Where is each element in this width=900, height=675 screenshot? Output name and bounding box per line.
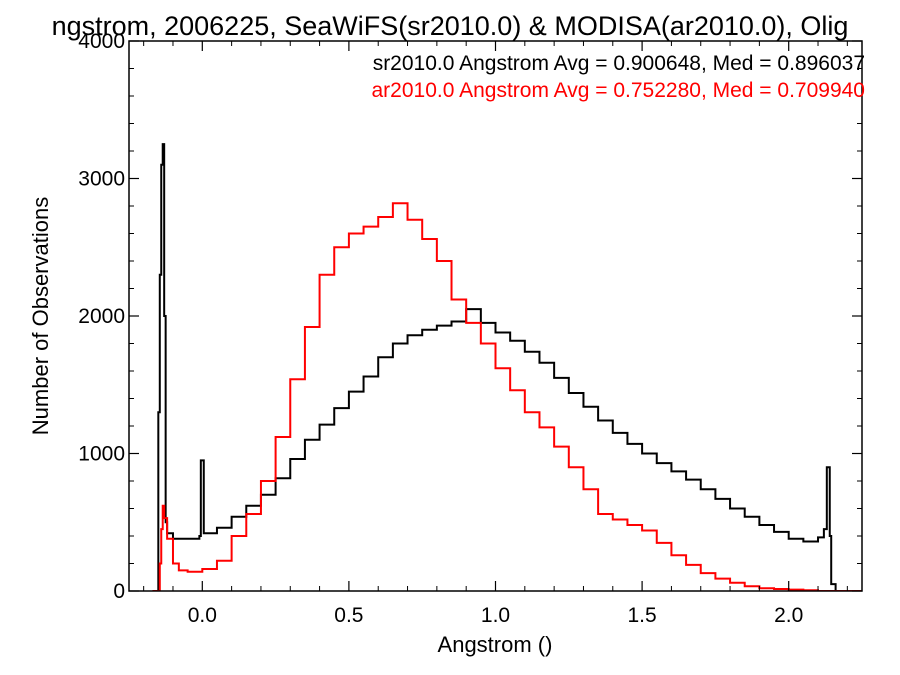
x-axis: 0.0 0.5 1.0 1.5 2.0	[143, 41, 848, 627]
y-tick-label: 4000	[78, 30, 125, 53]
x-tick-label: 2.0	[774, 604, 803, 627]
x-tick-label: 1.0	[481, 604, 510, 627]
x-tick-label: 1.5	[627, 604, 656, 627]
chart-title: ngstrom, 2006225, SeaWiFS(sr2010.0) & MO…	[52, 11, 849, 41]
plot-frame	[128, 40, 863, 592]
y-tick-label: 3000	[78, 168, 125, 191]
x-axis-title: Angstrom ()	[438, 632, 553, 657]
y-axis-title: Number of Observations	[28, 197, 53, 435]
series-ar2010-line	[152, 202, 862, 591]
x-tick-label: 0.5	[334, 604, 363, 627]
y-tick-label: 1000	[78, 443, 125, 466]
legend-entry-2: ar2010.0 Angstrom Avg = 0.752280, Med = …	[372, 79, 866, 102]
legend-entry-1: sr2010.0 Angstrom Avg = 0.900648, Med = …	[373, 52, 865, 75]
y-tick-label: 0	[113, 580, 125, 603]
y-axis: 0 1000 2000 3000 4000	[78, 30, 862, 603]
x-tick-label: 0.0	[188, 604, 217, 627]
legend: sr2010.0 Angstrom Avg = 0.900648, Med = …	[372, 52, 866, 102]
y-tick-label: 2000	[78, 305, 125, 328]
series-group	[152, 143, 862, 591]
